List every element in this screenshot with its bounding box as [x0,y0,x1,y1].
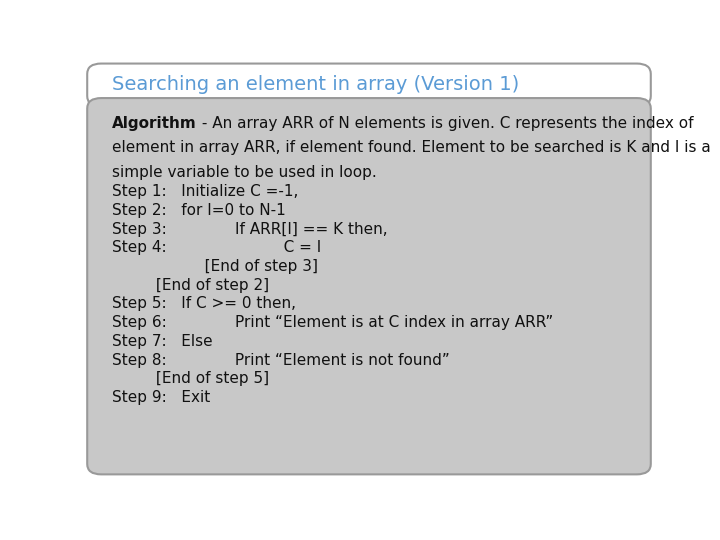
Text: Step 3:              If ARR[I] == K then,: Step 3: If ARR[I] == K then, [112,221,388,237]
Text: - An array ARR of N elements is given. C represents the index of: - An array ARR of N elements is given. C… [197,116,693,131]
Text: [End of step 3]: [End of step 3] [112,259,318,274]
Text: [End of step 2]: [End of step 2] [112,278,269,293]
Text: Step 5:   If C >= 0 then,: Step 5: If C >= 0 then, [112,296,297,312]
Text: [End of step 5]: [End of step 5] [112,371,269,386]
Text: Step 8:              Print “Element is not found”: Step 8: Print “Element is not found” [112,353,450,368]
Text: Step 9:   Exit: Step 9: Exit [112,390,210,405]
Text: Step 6:              Print “Element is at C index in array ARR”: Step 6: Print “Element is at C index in … [112,315,554,330]
Text: Step 2:   for I=0 to N-1: Step 2: for I=0 to N-1 [112,203,286,218]
FancyBboxPatch shape [87,98,651,474]
Text: simple variable to be used in loop.: simple variable to be used in loop. [112,165,377,180]
Text: element in array ARR, if element found. Element to be searched is K and I is a: element in array ARR, if element found. … [112,140,711,156]
Text: Searching an element in array (Version 1): Searching an element in array (Version 1… [112,75,520,94]
FancyBboxPatch shape [87,64,651,106]
Text: Step 4:                        C = I: Step 4: C = I [112,240,322,255]
Text: Step 7:   Else: Step 7: Else [112,334,213,349]
Text: Algorithm: Algorithm [112,116,197,131]
Text: Step 1:   Initialize C =-1,: Step 1: Initialize C =-1, [112,184,299,199]
